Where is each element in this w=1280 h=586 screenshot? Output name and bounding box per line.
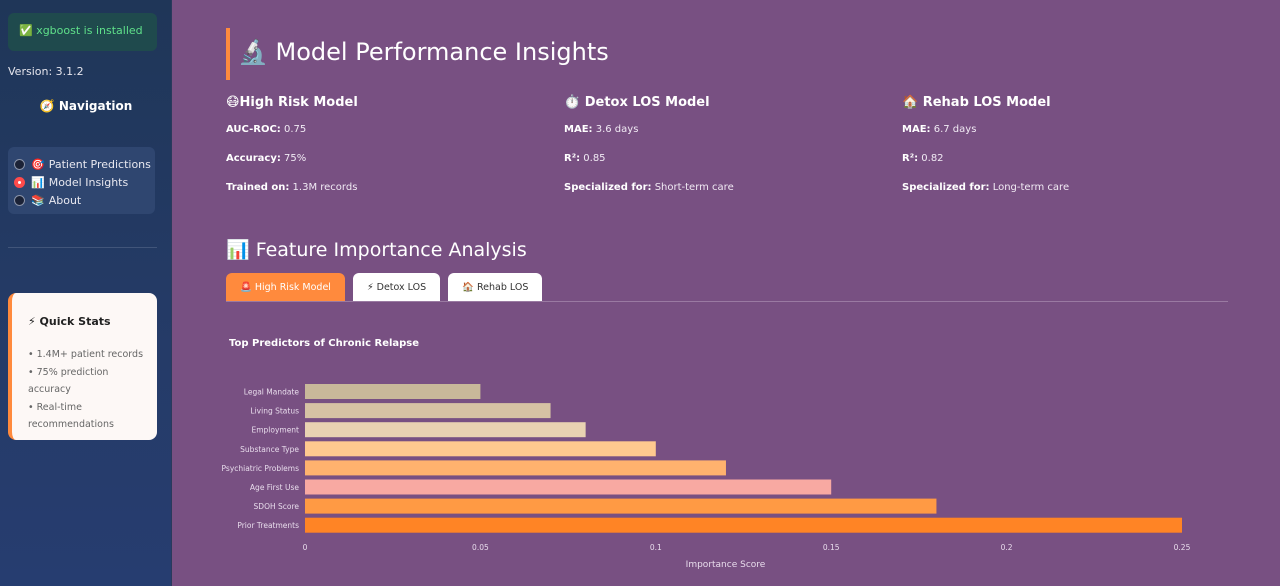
y-tick-label: Prior Treatments <box>237 521 299 530</box>
sidebar-divider <box>8 247 157 248</box>
y-tick-label: Living Status <box>250 407 299 416</box>
tab-detox-los[interactable]: ⚡ Detox LOS <box>352 273 441 301</box>
high-risk-model-card: 😷High Risk Model AUC-ROC: 0.75 Accuracy:… <box>226 95 546 211</box>
quick-stat-item: • 1.4M+ patient records <box>28 349 144 360</box>
quick-stats-list: • 1.4M+ patient records • 75% prediction… <box>28 346 153 434</box>
x-tick-label: 0.2 <box>1001 543 1013 552</box>
feature-importance-chart: Legal Mandate Living Status Employment Subs… <box>222 384 1191 570</box>
detox-los-model-card: ⏱️ Detox LOS Model MAE: 3.6 days R²: 0.8… <box>564 95 884 211</box>
tab-high-risk-model[interactable]: 🚨 High Risk Model <box>226 273 345 301</box>
metric-r2: R²: 0.82 <box>902 153 944 164</box>
metric-auc: AUC-ROC: 0.75 <box>226 124 307 135</box>
chart-title: Top Predictors of Chronic Relapse <box>229 338 420 349</box>
install-status-alert: ✅ xgboost is installed <box>8 13 157 51</box>
bar <box>305 460 726 476</box>
metric-accuracy: Accuracy: 75% <box>226 153 307 164</box>
bar <box>305 479 832 495</box>
quick-stat-item: • 75% prediction accuracy <box>28 366 109 396</box>
bar <box>305 498 937 514</box>
bar <box>305 422 586 438</box>
x-tick-label: 0 <box>303 543 308 552</box>
bar <box>305 517 1182 533</box>
metric-r2: R²: 0.85 <box>564 153 606 164</box>
y-tick-label: Substance Type <box>240 445 299 454</box>
x-axis-label: Importance Score <box>686 560 766 570</box>
navigation-heading: 🧭 Navigation <box>39 99 133 113</box>
metric-specialized-for: Specialized for: Short-term care <box>564 182 734 193</box>
books-icon: 📚 <box>31 193 45 207</box>
nav-item-label: Patient Predictions <box>48 157 151 171</box>
metric-mae: MAE: 3.6 days <box>564 124 639 135</box>
model-title: ⏱️ Detox LOS Model <box>564 95 710 110</box>
bar <box>305 384 481 399</box>
nav-item-about[interactable]: 📚 About <box>8 191 155 209</box>
page-title: 🔬 Model Performance Insights <box>238 38 609 66</box>
metric-specialized-for: Specialized for: Long-term care <box>902 182 1070 193</box>
y-tick-label: Psychiatric Problems <box>222 464 300 473</box>
y-tick-label: Age First Use <box>250 483 299 492</box>
sidebar: ✅ xgboost is installed Version: 3.1.2 🧭 … <box>0 0 172 586</box>
section-title: 📊 Feature Importance Analysis <box>226 239 527 261</box>
nav-item-label: About <box>48 193 82 207</box>
model-title: 🏠 Rehab LOS Model <box>902 95 1051 110</box>
tab-underline <box>226 301 1228 302</box>
tab-rehab-los[interactable]: 🏠 Rehab LOS <box>448 273 543 301</box>
x-tick-label: 0.25 <box>1174 543 1191 552</box>
quick-stat-item: • Real-time recommendations <box>28 401 114 431</box>
radio-button[interactable] <box>14 158 25 170</box>
bar <box>305 403 551 419</box>
y-tick-label: Employment <box>251 426 299 435</box>
radio-button[interactable] <box>14 194 25 206</box>
target-icon: 🎯 <box>31 157 45 171</box>
bar-chart-icon: 📊 <box>31 175 45 189</box>
version-text: Version: 3.1.2 <box>8 65 84 78</box>
title-accent-bar <box>226 28 230 80</box>
nav-item-model-insights[interactable]: 📊 Model Insights <box>8 173 155 191</box>
metric-mae: MAE: 6.7 days <box>902 124 977 135</box>
nav-item-patient-predictions[interactable]: 🎯 Patient Predictions <box>8 155 155 173</box>
y-tick-label: SDOH Score <box>254 502 300 511</box>
nav-item-label: Model Insights <box>48 175 129 189</box>
x-tick-label: 0.05 <box>472 543 489 552</box>
model-title: 😷High Risk Model <box>226 95 358 110</box>
x-tick-label: 0.15 <box>823 543 840 552</box>
main-content: 🔬 Model Performance Insights 😷High Risk … <box>172 0 1280 586</box>
y-tick-label: Legal Mandate <box>244 388 300 397</box>
x-tick-label: 0.1 <box>650 543 662 552</box>
metric-trained-on: Trained on: 1.3M records <box>226 182 358 193</box>
navigation-radio-group: 🎯 Patient Predictions 📊 Model Insights 📚… <box>8 147 155 214</box>
radio-button-selected[interactable] <box>14 176 25 188</box>
quick-stats-title: ⚡ Quick Stats <box>28 315 111 328</box>
bar <box>305 441 656 457</box>
model-tabs: 🚨 High Risk Model ⚡ Detox LOS 🏠 Rehab LO… <box>226 273 550 301</box>
rehab-los-model-card: 🏠 Rehab LOS Model MAE: 6.7 days R²: 0.82… <box>902 95 1222 211</box>
quick-stats-card: ⚡ Quick Stats • 1.4M+ patient records • … <box>8 293 157 440</box>
